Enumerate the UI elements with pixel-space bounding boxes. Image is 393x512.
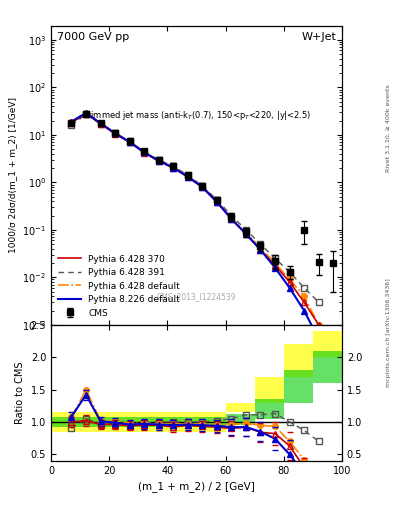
Line: Pythia 6.428 default: Pythia 6.428 default	[72, 113, 319, 325]
Text: mcplots.cern.ch [arXiv:1306.3436]: mcplots.cern.ch [arXiv:1306.3436]	[386, 279, 391, 387]
Line: Pythia 6.428 370: Pythia 6.428 370	[72, 114, 319, 325]
Pythia 6.428 370	[84, 111, 88, 117]
Pythia 6.428 370	[156, 158, 161, 164]
Pythia 6.428 370	[171, 165, 176, 171]
Pythia 6.428 default	[302, 293, 307, 300]
Pythia 6.428 default	[69, 119, 74, 125]
Pythia 6.428 370	[215, 199, 219, 205]
Pythia 6.428 391	[302, 285, 307, 291]
Pythia 6.428 default	[84, 110, 88, 116]
Pythia 8.226 default	[229, 216, 234, 222]
Pythia 6.428 391	[185, 173, 190, 179]
Pythia 8.226 default	[200, 184, 205, 190]
Line: Pythia 6.428 391: Pythia 6.428 391	[72, 114, 319, 302]
Pythia 6.428 370	[273, 262, 277, 268]
Pythia 6.428 391	[171, 163, 176, 169]
Y-axis label: 1000/σ 2dσ/d(m_1 + m_2) [1/GeV]: 1000/σ 2dσ/d(m_1 + m_2) [1/GeV]	[8, 97, 17, 253]
Pythia 6.428 default	[200, 183, 205, 189]
Pythia 6.428 370	[287, 279, 292, 285]
Pythia 6.428 default	[142, 148, 147, 155]
Pythia 8.226 default	[244, 231, 248, 237]
Text: Trimmed jet mass (anti-k$_{T}$(0.7), 150<p$_{T}$<220, |y|<2.5): Trimmed jet mass (anti-k$_{T}$(0.7), 150…	[82, 110, 311, 122]
Pythia 8.226 default	[273, 265, 277, 271]
Pythia 6.428 370	[316, 322, 321, 328]
Pythia 8.226 default	[156, 158, 161, 164]
Text: W+Jet: W+Jet	[301, 32, 336, 41]
Pythia 6.428 370	[244, 231, 248, 237]
Pythia 6.428 370	[113, 131, 118, 137]
Pythia 6.428 370	[98, 121, 103, 127]
Pythia 6.428 391	[258, 241, 263, 247]
Pythia 8.226 default	[316, 336, 321, 342]
Pythia 6.428 default	[273, 260, 277, 266]
Pythia 8.226 default	[185, 174, 190, 180]
Pythia 6.428 391	[287, 269, 292, 275]
Pythia 6.428 391	[229, 212, 234, 219]
Pythia 6.428 default	[229, 215, 234, 221]
Line: Pythia 8.226 default: Pythia 8.226 default	[72, 113, 319, 339]
Pythia 6.428 default	[258, 245, 263, 251]
Pythia 8.226 default	[69, 119, 74, 125]
Pythia 6.428 391	[215, 197, 219, 203]
Pythia 6.428 391	[142, 148, 147, 155]
Pythia 8.226 default	[171, 164, 176, 170]
Text: CMS_2013_I1224539: CMS_2013_I1224539	[157, 292, 236, 301]
Pythia 6.428 default	[185, 173, 190, 179]
Pythia 6.428 391	[84, 111, 88, 117]
Pythia 6.428 default	[171, 164, 176, 170]
Pythia 6.428 370	[127, 139, 132, 145]
Pythia 6.428 370	[185, 174, 190, 180]
Pythia 6.428 default	[127, 138, 132, 144]
Pythia 6.428 391	[200, 183, 205, 189]
Pythia 6.428 370	[229, 216, 234, 222]
Pythia 6.428 default	[316, 322, 321, 328]
Pythia 6.428 370	[142, 150, 147, 156]
Pythia 8.226 default	[302, 307, 307, 313]
Text: Rivet 3.1.10, ≥ 400k events: Rivet 3.1.10, ≥ 400k events	[386, 84, 391, 172]
Pythia 6.428 370	[302, 299, 307, 305]
Pythia 8.226 default	[127, 139, 132, 145]
Pythia 8.226 default	[215, 199, 219, 205]
Pythia 8.226 default	[142, 149, 147, 155]
Pythia 6.428 391	[316, 299, 321, 305]
Pythia 6.428 370	[69, 120, 74, 126]
Pythia 6.428 391	[156, 157, 161, 163]
Pythia 8.226 default	[287, 285, 292, 291]
Text: 7000 GeV pp: 7000 GeV pp	[57, 32, 129, 41]
Pythia 6.428 391	[244, 227, 248, 233]
Pythia 6.428 default	[244, 229, 248, 236]
Legend: Pythia 6.428 370, Pythia 6.428 391, Pythia 6.428 default, Pythia 8.226 default, : Pythia 6.428 370, Pythia 6.428 391, Pyth…	[55, 252, 183, 321]
Pythia 6.428 370	[200, 184, 205, 190]
Pythia 8.226 default	[98, 120, 103, 126]
Pythia 6.428 default	[98, 120, 103, 126]
Pythia 8.226 default	[113, 130, 118, 136]
Pythia 6.428 default	[287, 276, 292, 283]
Pythia 6.428 391	[69, 122, 74, 128]
Pythia 8.226 default	[84, 110, 88, 116]
Pythia 6.428 391	[273, 255, 277, 262]
Pythia 6.428 370	[258, 247, 263, 253]
X-axis label: (m_1 + m_2) / 2 [GeV]: (m_1 + m_2) / 2 [GeV]	[138, 481, 255, 492]
Pythia 6.428 391	[113, 130, 118, 136]
Pythia 6.428 default	[156, 157, 161, 163]
Y-axis label: Ratio to CMS: Ratio to CMS	[15, 361, 25, 424]
Pythia 6.428 391	[127, 139, 132, 145]
Pythia 6.428 default	[113, 130, 118, 136]
Pythia 6.428 391	[98, 121, 103, 127]
Pythia 6.428 default	[215, 198, 219, 204]
Pythia 8.226 default	[258, 247, 263, 253]
